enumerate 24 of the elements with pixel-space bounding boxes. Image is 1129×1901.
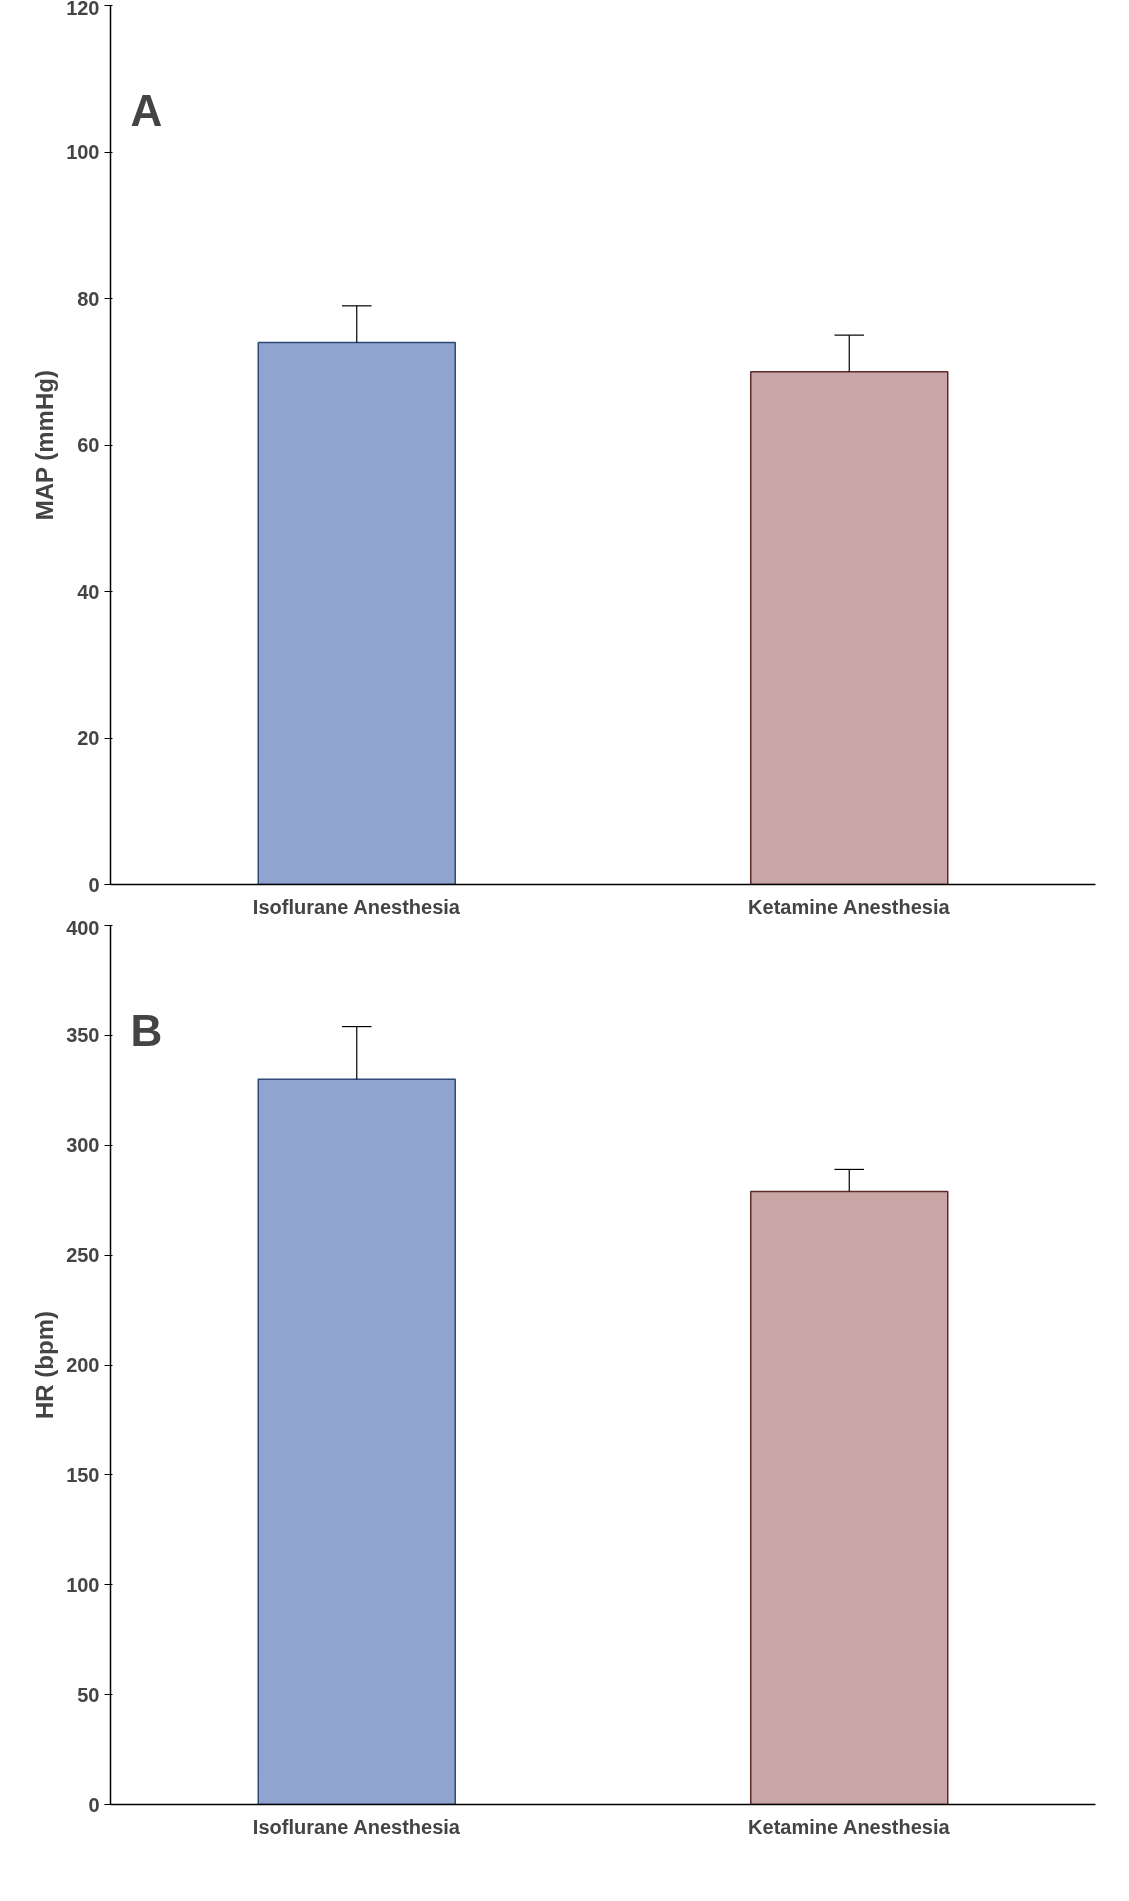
y-tick-label: 300 xyxy=(66,1134,100,1157)
y-tick-label: 100 xyxy=(66,141,100,163)
y-tick-label: 150 xyxy=(66,1463,100,1486)
annotation: B xyxy=(130,1005,163,1055)
annotation: A xyxy=(130,85,163,135)
y-tick-label: 0 xyxy=(88,873,100,896)
y-tick-label: 80 xyxy=(77,287,100,310)
y-axis-title: MAP (mmHg) xyxy=(31,370,59,521)
x-tick-label: Isoflurane Anesthesia xyxy=(252,1815,461,1838)
y-tick-label: 400 xyxy=(66,916,100,939)
y-tick-label: 0 xyxy=(88,1793,100,1816)
x-tick-label: Ketamine Anesthesia xyxy=(748,1815,951,1838)
y-axis-title: HR (bpm) xyxy=(31,1311,59,1419)
x-tick-label: Isoflurane Anesthesia xyxy=(252,895,461,918)
y-tick-label: 60 xyxy=(77,434,100,456)
y-tick-label: 120 xyxy=(66,0,100,19)
y-tick-label: 200 xyxy=(66,1354,100,1376)
y-tick-label: 250 xyxy=(66,1244,100,1267)
y-tick-label: 50 xyxy=(77,1683,100,1706)
y-tick-label: 100 xyxy=(66,1573,100,1596)
y-tick-label: 40 xyxy=(77,580,100,603)
y-tick-label: 20 xyxy=(77,727,100,749)
x-tick-label: Ketamine Anesthesia xyxy=(748,895,951,918)
y-tick-label: 350 xyxy=(66,1024,100,1047)
